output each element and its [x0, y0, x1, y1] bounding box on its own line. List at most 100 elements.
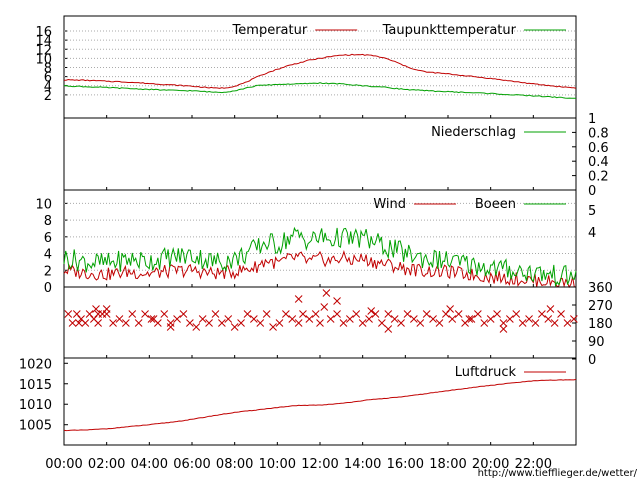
series-line-boeen: [63, 226, 577, 288]
legend-label: Luftdruck: [455, 365, 517, 380]
scatter-point: [211, 310, 220, 318]
y-tick-label: 0.4: [588, 155, 609, 170]
y-tick-label-right: 4: [588, 226, 596, 241]
scatter-point: [250, 315, 258, 323]
scatter-point: [403, 310, 412, 318]
y-tick-label: 1015: [19, 378, 52, 393]
scatter-point: [68, 319, 77, 327]
scatter-point: [186, 319, 194, 327]
x-tick-label: 00:00: [45, 457, 82, 472]
scatter-point: [550, 319, 559, 327]
scatter-point: [141, 310, 149, 318]
scatter-point: [474, 310, 482, 318]
scatter-point: [72, 310, 81, 318]
scatter-point: [326, 315, 335, 323]
scatter-point: [81, 319, 90, 327]
y-tick-label: 360: [588, 281, 613, 296]
y-tick-label: 14: [35, 34, 52, 49]
x-tick-label: 08:00: [216, 457, 253, 472]
x-tick-label: 02:00: [88, 457, 125, 472]
x-tick-label: 18:00: [429, 457, 466, 472]
scatter-point: [128, 310, 137, 318]
scatter-point: [371, 310, 380, 318]
scatter-point: [557, 310, 565, 318]
y-tick-label: 270: [588, 299, 613, 314]
scatter-point: [518, 319, 527, 327]
scatter-point: [448, 315, 457, 323]
y-tick-label: 1010: [19, 398, 52, 413]
x-tick-label: 16:00: [387, 457, 424, 472]
scatter-point: [493, 310, 501, 318]
scatter-point: [224, 315, 233, 323]
y-tick-label: 4: [44, 248, 52, 263]
scatter-point: [378, 319, 386, 327]
scatter-point: [94, 319, 102, 327]
scatter-point: [352, 310, 361, 318]
scatter-point: [305, 315, 314, 323]
y-tick-label: 8: [44, 62, 52, 77]
scatter-point: [416, 319, 425, 327]
scatter-point: [192, 323, 201, 331]
x-tick-label: 06:00: [173, 457, 210, 472]
scatter-point: [422, 310, 431, 318]
scatter-point: [294, 319, 303, 327]
x-tick-label: 12:00: [301, 457, 338, 472]
x-tick-label: 10:00: [259, 457, 296, 472]
scatter-point: [467, 315, 476, 323]
legend-label: Temperatur: [232, 23, 308, 38]
scatter-point: [218, 319, 226, 327]
scatter-point: [410, 315, 418, 323]
scatter-point: [149, 315, 158, 323]
scatter-point: [499, 325, 508, 333]
scatter-point: [256, 319, 265, 327]
scatter-point: [173, 315, 181, 323]
y-tick-label: 90: [588, 335, 605, 350]
y-tick-label: 4: [44, 80, 52, 95]
scatter-point: [262, 310, 271, 318]
scatter-point: [538, 310, 546, 318]
y-tick-label: 6: [44, 71, 52, 86]
y-tick-label: 180: [588, 317, 613, 332]
series-line-taupunkttemperatur: [63, 82, 577, 99]
y-tick-label: 0: [44, 281, 52, 296]
scatter-point: [275, 319, 284, 327]
scatter-point: [499, 319, 508, 327]
scatter-point: [544, 315, 553, 323]
scatter-point: [570, 315, 578, 323]
scatter-point: [365, 315, 373, 323]
scatter-point: [346, 315, 354, 323]
x-tick-label: 14:00: [344, 457, 381, 472]
scatter-point: [390, 315, 399, 323]
scatter-point: [94, 310, 102, 318]
scatter-point: [442, 310, 450, 318]
scatter-point: [480, 319, 489, 327]
x-tick-label: 22:00: [515, 457, 552, 472]
scatter-point: [316, 319, 324, 327]
y-tick-label: 1: [588, 112, 596, 127]
scatter-point: [531, 319, 540, 327]
scatter-point: [269, 323, 277, 331]
scatter-point: [134, 319, 143, 327]
scatter-point: [563, 319, 572, 327]
scatter-point: [367, 307, 376, 315]
scatter-point: [397, 319, 405, 327]
legend-label: Boeen: [475, 197, 516, 212]
scatter-point: [512, 310, 521, 318]
scatter-point: [384, 310, 393, 318]
scatter-point: [288, 315, 297, 323]
scatter-point: [546, 305, 555, 313]
scatter-point: [147, 315, 156, 323]
scatter-point: [160, 310, 169, 318]
scatter-point: [311, 310, 320, 318]
y-tick-label: 0.8: [588, 126, 609, 141]
scatter-point: [205, 319, 213, 327]
y-tick-label: 16: [35, 25, 52, 40]
scatter-point: [322, 289, 331, 297]
y-tick-label: 2: [44, 89, 52, 104]
x-tick-label: 04:00: [131, 457, 168, 472]
scatter-point: [166, 319, 175, 327]
y-tick-label: 0.6: [588, 141, 609, 156]
legend-label: Niederschlag: [431, 125, 516, 140]
y-tick-label: 10: [35, 52, 52, 67]
